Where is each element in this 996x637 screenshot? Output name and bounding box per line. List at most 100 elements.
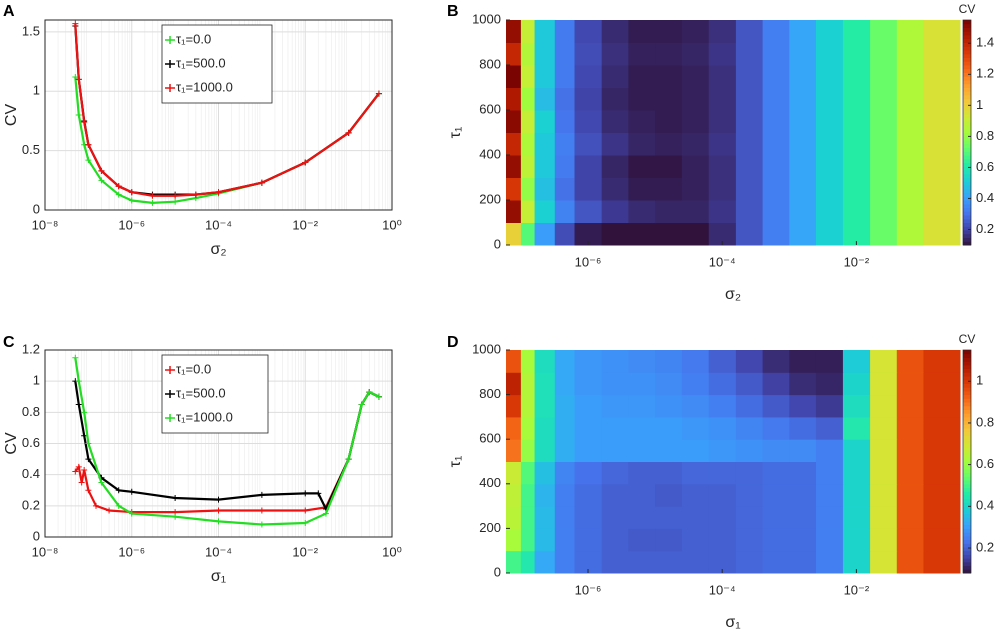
y-tick-label: 1000 <box>472 341 501 356</box>
heatmap-cell <box>520 65 536 88</box>
heatmap-cell <box>520 506 536 529</box>
heatmap-cell <box>896 394 924 418</box>
heatmap-cell <box>896 483 924 507</box>
colorbar-segment <box>963 106 971 111</box>
heatmap-cell <box>815 483 844 507</box>
heatmap-cell <box>815 350 844 373</box>
heatmap-cell <box>655 222 683 246</box>
heatmap-cell <box>896 222 924 246</box>
heatmap-cell <box>815 416 844 440</box>
point-marker <box>172 513 179 520</box>
heatmap-cell <box>842 177 871 201</box>
colorbar-segment <box>963 561 971 567</box>
legend-box <box>161 24 273 104</box>
colorbar-segment <box>963 196 971 201</box>
heatmap-cell <box>735 483 764 507</box>
heatmap-cell <box>506 528 522 552</box>
heatmap-cell <box>554 372 576 396</box>
heatmap-cell <box>601 65 629 88</box>
heatmap-cell <box>870 110 898 133</box>
heatmap-cell <box>628 132 656 156</box>
heatmap-cell <box>896 132 924 156</box>
x-axis-label: σ₁ <box>211 568 226 585</box>
x-tick-label: 10⁻⁴ <box>709 254 736 269</box>
colorbar-segment <box>963 502 971 507</box>
heatmap-cell <box>520 42 536 66</box>
heatmap-cell <box>870 177 898 201</box>
colorbar-segment <box>963 68 971 73</box>
heatmap-cell <box>554 350 576 373</box>
heatmap-cell <box>574 200 603 223</box>
heatmap-cell <box>574 42 603 66</box>
heatmap-cell <box>520 110 536 133</box>
heatmap-cell <box>815 155 844 178</box>
heatmap-cell <box>574 439 603 462</box>
heatmap-cell <box>896 177 924 201</box>
heatmap-cell <box>601 416 629 440</box>
heatmap-cell <box>534 506 556 529</box>
heatmap-cell <box>681 110 710 133</box>
y-tick-label: 0.5 <box>22 142 40 157</box>
heatmap-cell <box>601 155 629 178</box>
heatmap-cell <box>923 528 961 552</box>
series-line <box>74 357 380 526</box>
colorbar-segment <box>963 76 971 81</box>
heatmap-cell <box>735 439 764 462</box>
heatmap-cell <box>628 483 656 507</box>
heatmap-cell <box>896 439 924 462</box>
point-marker <box>172 495 179 502</box>
heatmap-cell <box>574 177 603 201</box>
point-marker <box>75 463 82 470</box>
heatmap-cell <box>655 372 683 396</box>
heatmap-cell <box>870 42 898 66</box>
heatmap-cell <box>601 483 629 507</box>
heatmap-cell <box>789 87 817 111</box>
colorbar-segment <box>963 480 971 485</box>
colorbar-segment <box>963 509 971 515</box>
heatmap-cell <box>842 222 871 246</box>
heatmap-cell <box>870 372 898 396</box>
heatmap-cell <box>762 155 790 178</box>
colorbar-segment <box>963 550 971 555</box>
x-tick-label: 10⁻⁸ <box>32 217 59 232</box>
heatmap-cell <box>506 439 522 462</box>
heatmap-cell <box>762 372 790 396</box>
heatmap-cell <box>554 155 576 178</box>
point-marker <box>93 502 100 509</box>
point-marker <box>98 479 105 486</box>
y-tick-label: 0.4 <box>22 466 40 481</box>
panel-label: B <box>447 3 459 20</box>
colorbar-segment <box>963 554 971 559</box>
legend-label: τ₁=1000.0 <box>176 409 233 424</box>
heatmap-cell <box>554 394 576 418</box>
heatmap-cell <box>923 372 961 396</box>
heatmap-cell <box>655 416 683 440</box>
colorbar-segment <box>963 364 971 370</box>
heatmap-cell <box>681 132 710 156</box>
panel-label: D <box>447 334 459 351</box>
point-marker <box>81 432 88 439</box>
heatmap-cell <box>574 550 603 574</box>
colorbar-segment <box>963 185 971 190</box>
colorbar-segment <box>963 413 971 418</box>
heatmap-cell <box>506 350 522 373</box>
colorbar-segment <box>963 372 971 377</box>
legend-label: τ₁=500.0 <box>176 55 226 70</box>
heatmap-cell <box>574 87 603 111</box>
heatmap-cell <box>870 20 898 43</box>
heatmap-cell <box>842 372 871 396</box>
point-marker <box>81 466 88 473</box>
point-marker <box>98 177 105 184</box>
y-tick-label: 0.6 <box>22 435 40 450</box>
panel-label: C <box>3 334 15 351</box>
heatmap-cell <box>762 42 790 66</box>
legend-swatch <box>165 390 175 398</box>
colorbar-segment <box>963 361 971 366</box>
colorbar-segment <box>963 513 971 518</box>
heatmap-cell <box>789 372 817 396</box>
colorbar-segment <box>963 147 971 152</box>
heatmap-cell <box>923 155 961 178</box>
colorbar-segment <box>963 207 971 212</box>
y-tick-label: 400 <box>479 475 501 490</box>
heatmap-cell <box>506 65 522 88</box>
